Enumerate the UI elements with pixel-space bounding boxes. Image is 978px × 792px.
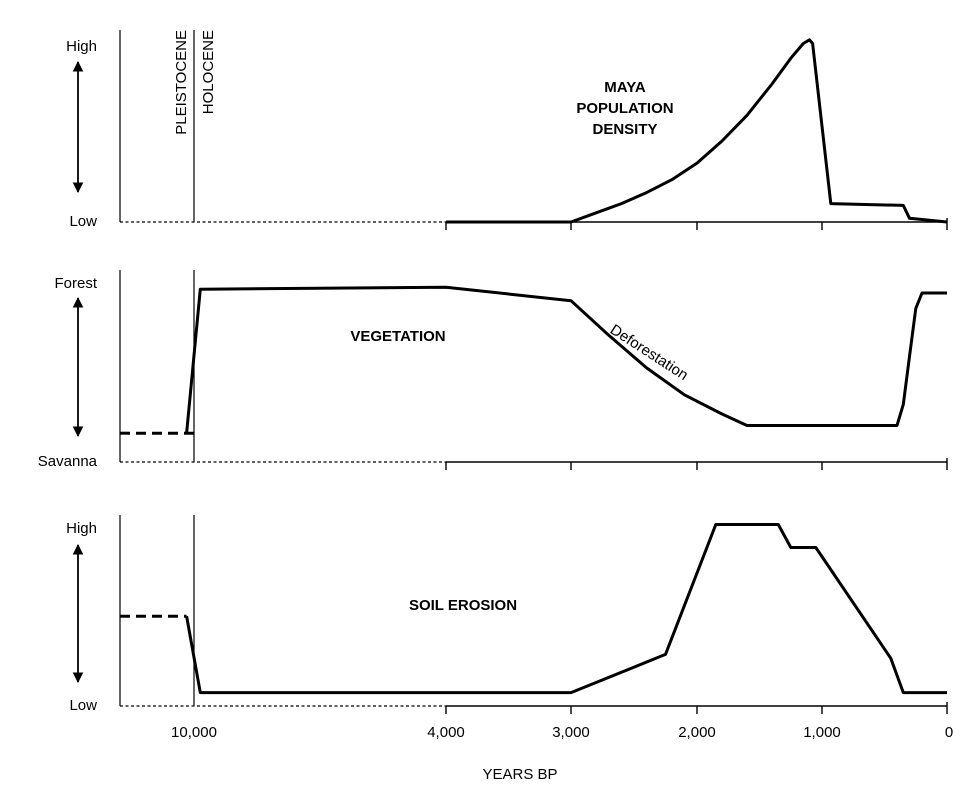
panel-title: MAYA — [604, 79, 646, 96]
x-tick-label: 10,000 — [171, 724, 217, 741]
x-tick-label: 2,000 — [678, 724, 716, 741]
series-line — [185, 523, 947, 695]
x-tick-label: 4,000 — [427, 724, 465, 741]
x-tick-label: 0 — [945, 724, 953, 741]
y-high-label: High — [66, 520, 97, 537]
epoch-label-pleistocene: PLEISTOCENE — [173, 30, 190, 135]
y-high-label: High — [66, 38, 97, 55]
x-tick-label: 3,000 — [552, 724, 590, 741]
y-low-label: Low — [69, 213, 97, 230]
panel-title: SOIL EROSION — [409, 597, 517, 614]
panel-1: High Low MAYA POPULATION DENSITY — [66, 30, 948, 230]
panel-title: VEGETATION — [350, 328, 445, 345]
panel-3: High Low SOIL EROSION — [66, 515, 948, 714]
x-tick-label: 1,000 — [803, 724, 841, 741]
y-low-label: Low — [69, 697, 97, 714]
panel-2: Forest Savanna VEGETATION Deforestation — [38, 270, 948, 470]
annotation-label: Deforestation — [607, 321, 691, 384]
series-line — [185, 285, 947, 434]
x-axis-title: YEARS BP — [482, 766, 557, 783]
panel-title: POPULATION — [576, 100, 673, 117]
epoch-label-holocene: HOLOCENE — [200, 30, 217, 114]
panel-title: DENSITY — [592, 121, 657, 138]
series-line — [446, 38, 948, 224]
y-high-label: Forest — [54, 275, 97, 292]
y-low-label: Savanna — [38, 453, 98, 470]
